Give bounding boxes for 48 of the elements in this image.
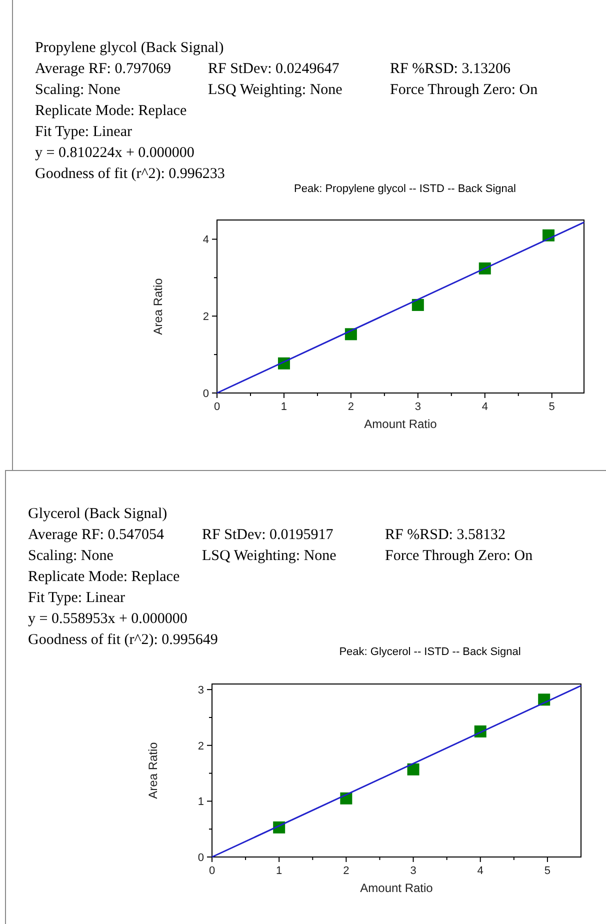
text: Force Through Zero: On: [385, 548, 534, 564]
text: Replicate Mode: Replace: [28, 569, 180, 585]
text: Scaling: None: [28, 548, 114, 564]
x-axis-title: Amount Ratio: [360, 881, 434, 895]
x-axis-title: Amount Ratio: [364, 417, 438, 431]
y-tick-label: 0: [202, 388, 209, 400]
y-tick-label: 2: [198, 740, 204, 752]
x-tick-label: 3: [410, 865, 416, 877]
text: Average RF: 0.547054: [28, 527, 164, 543]
text: Glycerol (Back Signal): [28, 506, 168, 522]
text: Fit Type: Linear: [35, 124, 132, 140]
text: Replicate Mode: Replace: [35, 103, 187, 119]
x-tick-label: 5: [544, 865, 551, 877]
x-tick-label: 1: [276, 865, 282, 877]
text: Force Through Zero: On: [390, 82, 538, 98]
x-tick-label: 4: [477, 865, 484, 877]
text: y = 0.558953x + 0.000000: [28, 611, 188, 627]
text: RF %RSD: 3.13206: [390, 61, 511, 77]
y-tick-label: 3: [198, 684, 204, 697]
text: Fit Type: Linear: [28, 590, 125, 606]
chart-title: Peak: Glycerol -- ISTD -- Back Signal: [339, 646, 521, 658]
text: Goodness of fit (r^2): 0.996233: [35, 166, 225, 182]
x-tick-label: 3: [414, 401, 421, 413]
text: RF %RSD: 3.58132: [385, 527, 506, 543]
x-tick-label: 5: [548, 401, 555, 413]
text: Average RF: 0.797069: [35, 61, 171, 77]
x-tick-label: 4: [482, 401, 488, 413]
x-tick-label: 0: [214, 401, 220, 413]
x-tick-label: 2: [343, 865, 350, 877]
x-tick-label: 1: [280, 401, 288, 413]
text: Goodness of fit (r^2): 0.995649: [28, 632, 218, 648]
text: Propylene glycol (Back Signal): [35, 40, 224, 56]
y-axis-title: Area Ratio: [151, 278, 165, 335]
y-tick-label: 0: [198, 852, 204, 864]
chart-title: Peak: Propylene glycol -- ISTD -- Back Signal: [294, 183, 516, 195]
y-axis-title: Area Ratio: [146, 742, 160, 799]
text: y = 0.810224x + 0.000000: [35, 145, 194, 161]
point: [412, 298, 424, 311]
text: RF StDev: 0.0195917: [202, 527, 334, 543]
text: Scaling: None: [35, 82, 121, 98]
y-tick-label: 1: [198, 796, 204, 808]
text: LSQ Weighting: None: [202, 548, 337, 564]
text: LSQ Weighting: None: [208, 82, 343, 98]
text: RF StDev: 0.0249647: [208, 61, 340, 77]
y-tick-label: 4: [202, 234, 209, 246]
y-tick-label: 2: [202, 311, 209, 324]
x-tick-label: 2: [348, 401, 354, 413]
point: [407, 763, 420, 776]
